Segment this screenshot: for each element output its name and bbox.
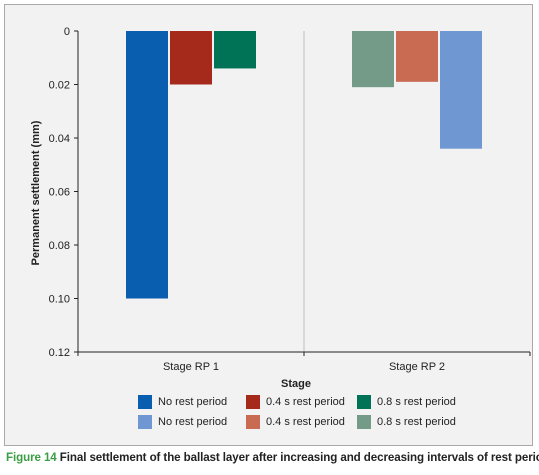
y-tick-label: 0.06: [49, 187, 70, 199]
bar-chart: 0 0.02 0.04 0.06 0.08 0.10 0.12 Stage RP 1 Stage…: [30, 26, 531, 390]
x-axis-label: Stage: [281, 378, 311, 390]
legend-label: 0.8 s rest period: [377, 416, 456, 428]
legend-swatch: [138, 415, 152, 429]
legend-label: No rest period: [158, 416, 228, 428]
figure-number: Figure 14: [6, 451, 57, 464]
legend-label: 0.4 s rest period: [266, 416, 345, 428]
y-tick-label: 0.04: [49, 133, 70, 145]
legend-label: 0.8 s rest period: [377, 396, 456, 408]
legend-swatch: [357, 415, 371, 429]
bar: [396, 31, 438, 82]
legend-item: 0.8 s rest period: [357, 414, 456, 430]
legend-swatch: [246, 395, 260, 409]
legend-swatch: [138, 395, 152, 409]
bar: [170, 31, 212, 85]
legend-item: No rest period: [138, 394, 227, 410]
bar: [440, 31, 482, 149]
bars-group: [126, 31, 482, 299]
legend-item: No rest period: [138, 414, 227, 430]
y-axis-label: Permanent settlement (mm): [30, 120, 42, 265]
y-tick-label: 0.02: [49, 80, 70, 92]
y-tick-label: 0.12: [49, 347, 70, 359]
x-tick-label: Stage RP 1: [163, 361, 219, 373]
y-tick-label: 0.08: [49, 240, 70, 252]
bar: [126, 31, 168, 299]
legend-item: 0.4 s rest period: [246, 414, 345, 430]
legend-label: No rest period: [158, 396, 228, 408]
bar: [214, 31, 256, 69]
legend-swatch: [246, 415, 260, 429]
axes-group: 0 0.02 0.04 0.06 0.08 0.10 0.12 Stage RP 1 Stage…: [49, 26, 531, 373]
legend-label: 0.4 s rest period: [266, 396, 345, 408]
chart-figure: 0 0.02 0.04 0.06 0.08 0.10 0.12 Stage RP 1 Stage…: [4, 4, 533, 446]
bar: [352, 31, 394, 88]
x-tick-label: Stage RP 2: [389, 361, 445, 373]
legend-item: 0.8 s rest period: [357, 394, 456, 410]
legend-item: 0.4 s rest period: [246, 394, 345, 410]
y-tick-label: 0: [64, 26, 70, 38]
y-tick-label: 0.10: [49, 294, 70, 306]
figure-caption: Figure 14 Final settlement of the ballas…: [6, 451, 539, 464]
figure-caption-text: Final settlement of the ballast layer af…: [59, 451, 539, 464]
legend-swatch: [357, 395, 371, 409]
